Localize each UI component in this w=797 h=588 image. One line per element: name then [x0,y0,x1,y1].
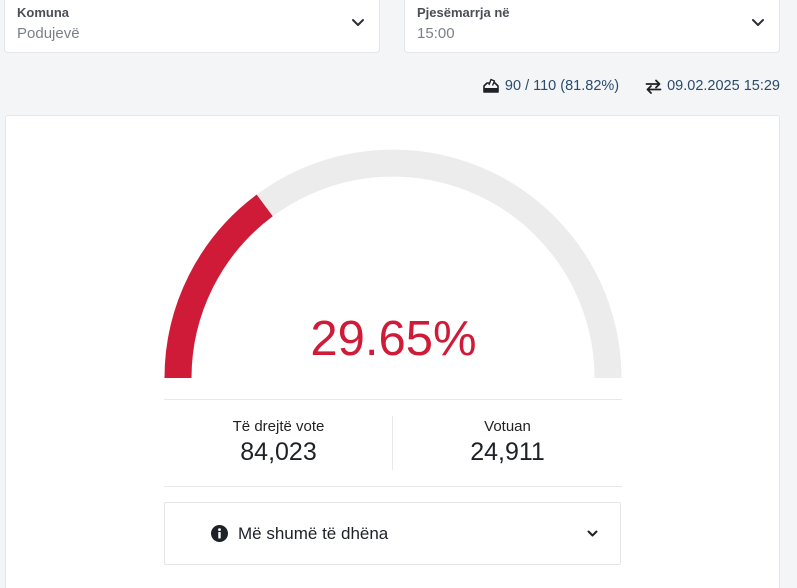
more-info-label: Më shumë të dhëna [238,524,389,543]
pjesemarrja-select[interactable]: Pjesëmarrja në 15:00 [404,0,780,53]
exchange-arrows-icon [645,79,662,94]
stations-counted: 90 / 110 (81.82%) [482,78,619,94]
gauge-fill [164,194,273,378]
last-updated: 09.02.2025 15:29 [645,78,780,94]
turnout-percent: 29.65% [310,312,477,366]
voted-value: 24,911 [470,438,545,466]
voted-stat: Votuan 24,911 [393,400,622,467]
eligible-voters-label: Të drejtë vote [232,418,325,435]
more-info-toggle[interactable]: Më shumë të dhëna [164,502,621,565]
voted-label: Votuan [484,418,531,435]
eligible-voters-stat: Të drejtë vote 84,023 [164,400,393,467]
pjesemarrja-label: Pjesëmarrja në [417,5,510,20]
ballot-box-icon [483,78,499,93]
turnout-card: 29.65% Të drejtë vote 84,023 Votuan 24,9… [5,115,780,588]
turnout-gauge [164,149,622,378]
meta-row: 90 / 110 (81.82%) 09.02.2025 15:29 [482,78,780,94]
chevron-down-icon [352,19,364,26]
divider [164,399,622,400]
stations-counted-text: 90 / 110 (81.82%) [504,78,620,94]
info-circle-icon [211,525,228,542]
divider [164,486,622,487]
komuna-select[interactable]: Komuna Podujevë [4,0,380,53]
stats-divider [392,416,393,470]
eligible-voters-value: 84,023 [240,438,317,466]
komuna-label: Komuna [17,5,69,20]
turnout-stats: Të drejtë vote 84,023 Votuan 24,911 [164,400,622,486]
last-updated-text: 09.02.2025 15:29 [667,78,780,94]
chevron-down-icon [752,19,764,26]
komuna-value: Podujevë [17,25,80,42]
chevron-down-icon [587,530,598,537]
pjesemarrja-value: 15:00 [417,25,455,42]
